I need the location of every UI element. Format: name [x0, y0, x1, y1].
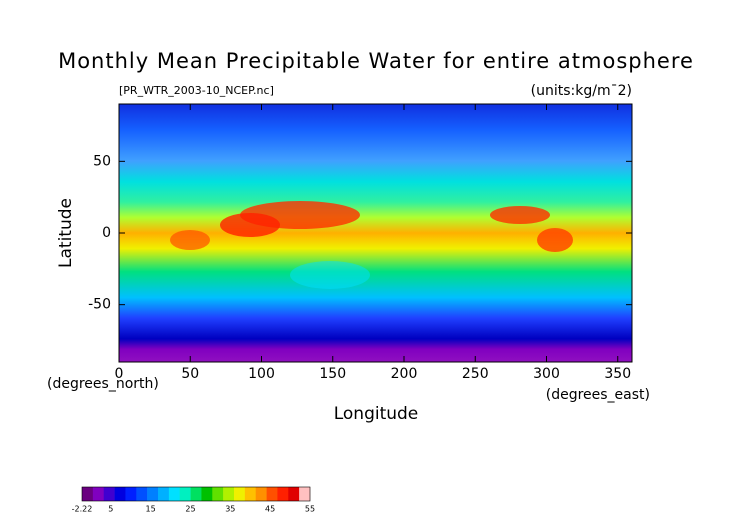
x-tick-label: 0: [115, 366, 124, 382]
x-tick-label: 350: [604, 366, 631, 382]
x-tick-label: 150: [319, 366, 346, 382]
x-tick-label: 50: [181, 366, 199, 382]
colorbar-segment: [103, 487, 115, 501]
colorbar-frame: [81, 486, 311, 502]
units: (units:kg/m¯2): [531, 83, 632, 99]
x-axis-label: Longitude: [334, 404, 419, 424]
colorbar-segment: [201, 487, 213, 501]
colorbar-segment: [255, 487, 267, 501]
colorbar-tick-label: 15: [146, 505, 156, 514]
colorbar-segment: [114, 487, 126, 501]
colorbar-segment: [158, 487, 170, 501]
x-tick-label: 200: [391, 366, 418, 382]
x-tick-label: 300: [533, 366, 560, 382]
colorbar-segment: [92, 487, 105, 501]
colorbar-tick-label: 35: [225, 505, 235, 514]
colorbar-segment: [223, 487, 235, 501]
colorbar-segment: [179, 487, 191, 501]
x-unit: (degrees_east): [546, 387, 650, 403]
chart-title: Monthly Mean Precipitable Water for enti…: [58, 49, 694, 73]
colorbar-tick-label: 5: [108, 505, 113, 514]
colorbar-segment: [244, 487, 257, 501]
colorbar-tick-label: 45: [265, 505, 275, 514]
colorbar-tick-label: -2.22: [72, 505, 93, 514]
colorbar-segment: [168, 487, 181, 501]
colorbar-segment: [266, 487, 278, 501]
map-field: [119, 104, 632, 362]
colorbar-tick-label: 25: [185, 505, 195, 514]
y-tick-label: 0: [102, 225, 111, 241]
colorbar-segment: [147, 487, 159, 501]
colorbar-segment: [234, 487, 246, 501]
x-tick-label: 250: [462, 366, 489, 382]
colorbar-segment: [190, 487, 202, 501]
colorbar-segment: [125, 487, 137, 501]
colorbar-segment: [277, 487, 289, 501]
x-tick-label: 100: [248, 366, 275, 382]
colorbar-tick-label: 55: [305, 505, 315, 514]
y-tick-label: 50: [93, 153, 111, 169]
y-tick-label: -50: [88, 297, 111, 313]
colorbar-segment: [299, 487, 311, 501]
colorbar-segment: [82, 487, 94, 501]
colorbar-segment: [136, 487, 148, 501]
colorbar-segment: [212, 487, 224, 501]
y-unit: (degrees_north): [47, 376, 159, 392]
y-axis-label: Latitude: [56, 198, 76, 268]
subtitle: [PR_WTR_2003-10_NCEP.nc]: [119, 84, 274, 97]
colorbar-segment: [288, 487, 300, 501]
